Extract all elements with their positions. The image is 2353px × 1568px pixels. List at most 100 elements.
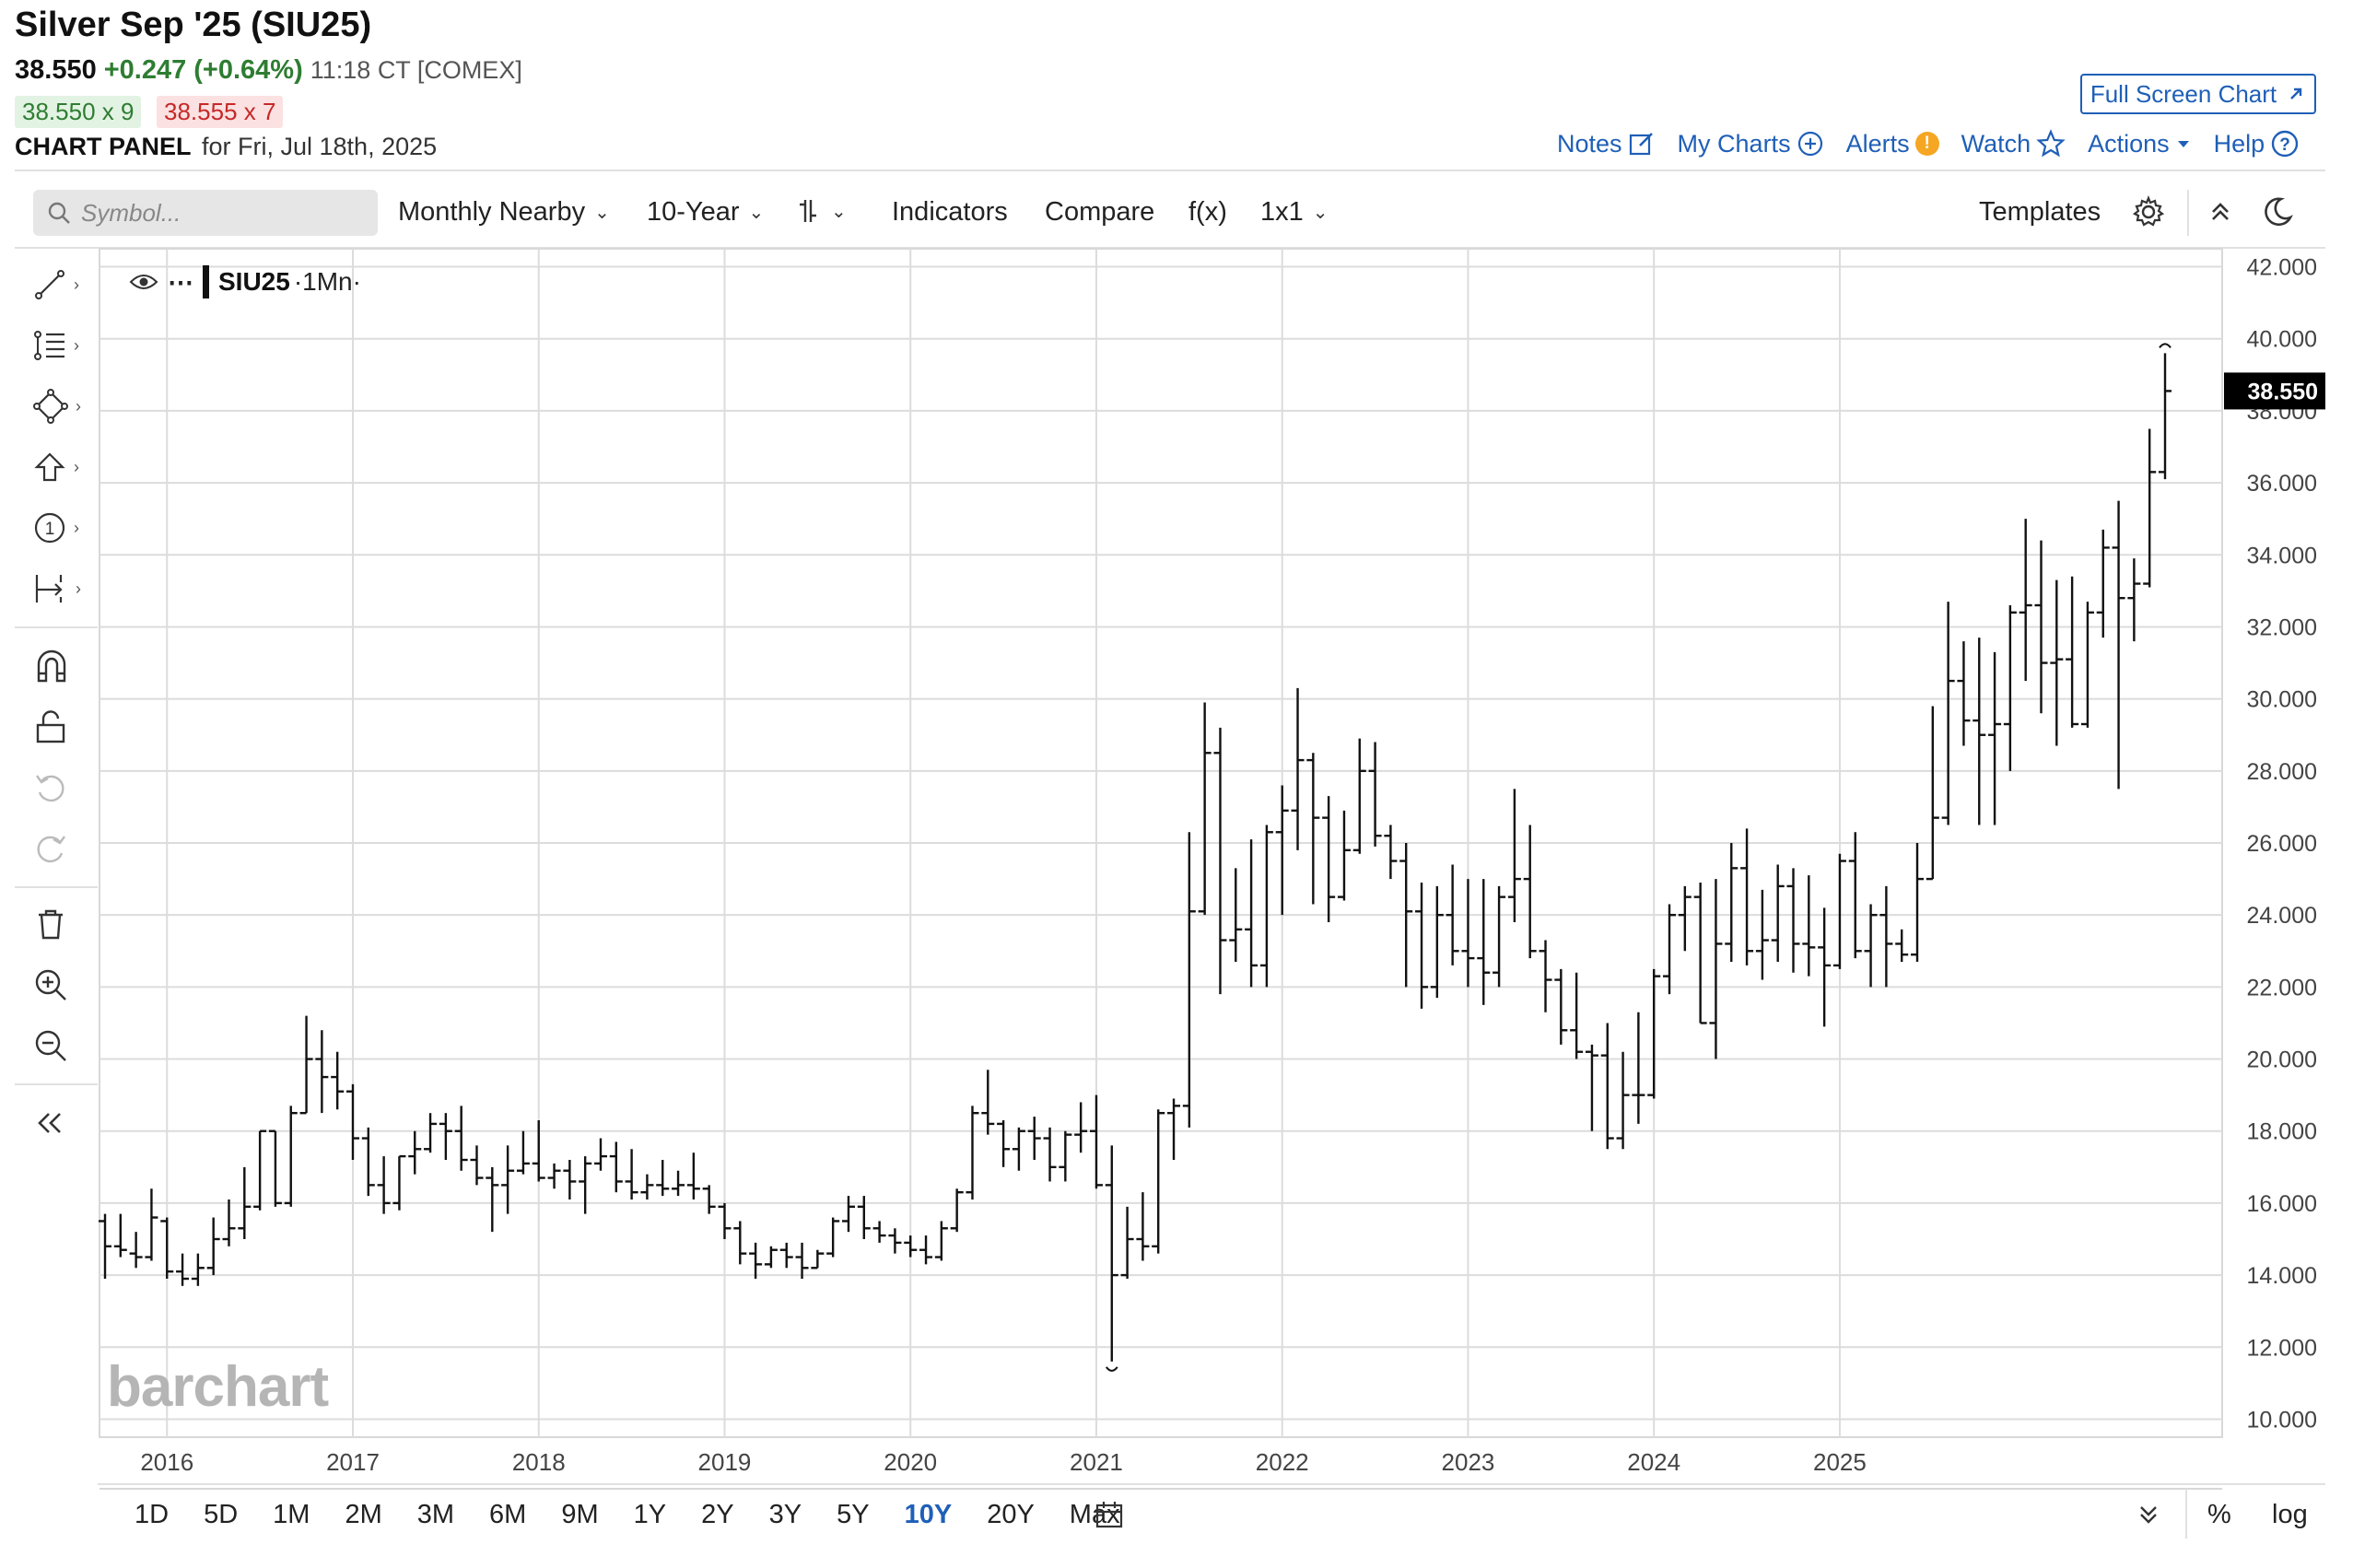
alerts-link[interactable]: Alerts !: [1846, 130, 1939, 158]
ohlc-bar: [238, 1166, 252, 1239]
ohlc-bar: [1911, 843, 1925, 962]
ohlc-bar: [1368, 742, 1382, 847]
ohlc-bar: [2019, 519, 2032, 682]
collapse-sidebar-button[interactable]: [33, 1100, 92, 1146]
ohlc-bar: [253, 1129, 267, 1211]
redo-button[interactable]: [33, 825, 92, 872]
watch-link[interactable]: Watch: [1961, 129, 2066, 158]
percent-toggle[interactable]: %: [2207, 1500, 2231, 1529]
ohlc-bar: [1818, 907, 1832, 1027]
collapse-up-icon[interactable]: [2206, 197, 2235, 233]
x-tick-label: 2018: [512, 1448, 566, 1476]
lock-tool[interactable]: [33, 704, 92, 750]
calendar-icon[interactable]: [1095, 1500, 1124, 1536]
notes-link[interactable]: Notes: [1557, 130, 1656, 158]
double-chevron-down-icon[interactable]: [2136, 1502, 2161, 1534]
ohlc-bar: [1786, 868, 1800, 973]
fib-tool[interactable]: ›: [33, 322, 92, 369]
ohlc-bar: [872, 1221, 886, 1243]
period-6m[interactable]: 6M: [489, 1500, 527, 1529]
ohlc-bar: [2066, 576, 2079, 728]
period-1d[interactable]: 1D: [135, 1500, 170, 1529]
x-tick-label: 2025: [1813, 1448, 1867, 1476]
y-tick-label: 20.000: [2247, 1047, 2317, 1073]
magnet-tool[interactable]: [33, 643, 92, 689]
delete-drawings-button[interactable]: [33, 901, 92, 947]
y-tick-label: 32.000: [2247, 614, 2317, 640]
ohlc-bar: [1461, 879, 1475, 988]
annotation-tool[interactable]: 1 ›: [33, 505, 92, 551]
chevron-right-icon: ›: [74, 457, 79, 476]
period-2m[interactable]: 2M: [345, 1500, 382, 1529]
my-charts-link[interactable]: My Charts: [1678, 130, 1824, 158]
zoom-out-button[interactable]: [33, 1023, 92, 1069]
bid-badge: 38.550 x 9: [15, 96, 142, 128]
ohlc-bar: [1229, 868, 1243, 962]
more-options-icon[interactable]: ⋯: [168, 267, 193, 297]
compare-button[interactable]: Compare: [1045, 197, 1155, 227]
layout-dropdown[interactable]: 1x1 ⌄: [1260, 197, 1329, 228]
ohlc-bar: [113, 1213, 127, 1258]
ohlc-bar: [1570, 972, 1584, 1059]
log-toggle[interactable]: log: [2272, 1500, 2308, 1529]
top-links: Notes My Charts Alerts ! Watch Actions H…: [1557, 129, 2300, 158]
period-3m[interactable]: 3M: [416, 1500, 455, 1529]
chart-type-dropdown[interactable]: ⌄: [798, 197, 847, 225]
ohlc-bar: [888, 1228, 902, 1254]
legend-interval: ·1Mn·: [293, 267, 361, 296]
chevron-down-icon: ⌄: [748, 203, 765, 223]
ohlc-bar: [470, 1145, 484, 1186]
ohlc-bar: [1415, 883, 1429, 1009]
trend-line-icon: [35, 270, 64, 299]
ohlc-bar: [2159, 353, 2172, 480]
zoom-in-button[interactable]: [33, 962, 92, 1008]
ohlc-bar: [640, 1174, 654, 1199]
ohlc-bar: [532, 1120, 545, 1182]
bottom-divider: [2185, 1489, 2187, 1539]
ask-badge: 38.555 x 7: [157, 96, 284, 128]
settings-gear-icon[interactable]: [2132, 195, 2165, 235]
shape-tool[interactable]: ›: [33, 383, 92, 429]
ohlc-bar: [1259, 825, 1273, 988]
ohlc-bar: [1275, 785, 1289, 916]
undo-button[interactable]: [33, 765, 92, 811]
templates-button[interactable]: Templates: [1979, 197, 2101, 227]
ohlc-bar: [934, 1221, 948, 1261]
range-dropdown[interactable]: 10-Year ⌄: [647, 197, 764, 228]
help-link[interactable]: Help ?: [2214, 129, 2300, 158]
period-10y[interactable]: 10Y: [904, 1500, 953, 1529]
ohlc-bar: [1507, 789, 1521, 922]
aggregation-dropdown[interactable]: Monthly Nearby ⌄: [398, 197, 610, 228]
fx-button[interactable]: f(x): [1188, 197, 1227, 227]
period-5d[interactable]: 5D: [204, 1500, 239, 1529]
period-20y[interactable]: 20Y: [987, 1500, 1035, 1529]
ohlc-bar: [1600, 1023, 1614, 1150]
period-3y[interactable]: 3Y: [768, 1500, 802, 1529]
actions-menu[interactable]: Actions: [2088, 130, 2192, 158]
ohlc-bar: [1895, 929, 1909, 962]
full-screen-chart-button[interactable]: Full Screen Chart: [2080, 74, 2316, 114]
ohlc-bar: [1430, 885, 1444, 999]
period-1y[interactable]: 1Y: [633, 1500, 667, 1529]
watch-label: Watch: [1961, 129, 2031, 158]
range-label: 10-Year: [647, 197, 740, 227]
chart-legend: ⋯ SIU25·1Mn·: [129, 265, 361, 298]
period-1m[interactable]: 1M: [273, 1500, 310, 1529]
ohlc-bar: [1043, 1127, 1057, 1182]
dark-mode-moon-icon[interactable]: [2261, 195, 2294, 235]
ohlc-bar: [424, 1113, 438, 1153]
trend-line-tool[interactable]: ›: [33, 262, 92, 308]
symbol-search-input[interactable]: Symbol...: [33, 190, 378, 236]
indicators-button[interactable]: Indicators: [892, 197, 1008, 227]
x-tick-label: 2021: [1070, 1448, 1123, 1476]
legend-symbol: SIU25: [218, 267, 290, 296]
period-5y[interactable]: 5Y: [837, 1500, 870, 1529]
help-label: Help: [2213, 129, 2265, 158]
eye-icon[interactable]: [129, 272, 158, 292]
period-9m[interactable]: 9M: [561, 1500, 599, 1529]
measure-tool[interactable]: ›: [33, 566, 92, 612]
arrow-tool[interactable]: ›: [33, 444, 92, 490]
period-2y[interactable]: 2Y: [701, 1500, 734, 1529]
chevron-down-icon: ⌄: [1312, 203, 1329, 223]
